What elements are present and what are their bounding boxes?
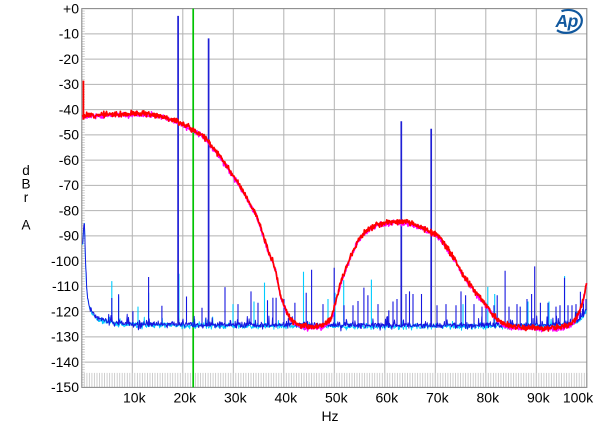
svg-text:-10: -10 [59,26,79,42]
svg-text:40k: 40k [275,390,299,406]
svg-text:70k: 70k [426,390,450,406]
svg-text:-150: -150 [51,379,79,395]
svg-text:-90: -90 [59,228,79,244]
svg-text:+0: +0 [63,0,79,16]
svg-text:-60: -60 [59,152,79,168]
svg-text:B: B [21,177,30,192]
svg-text:Hz: Hz [321,408,338,424]
svg-text:-40: -40 [59,101,79,117]
svg-text:-100: -100 [51,253,79,269]
svg-text:20k: 20k [174,390,198,406]
svg-text:-50: -50 [59,127,79,143]
svg-text:30k: 30k [224,390,248,406]
svg-text:-120: -120 [51,303,79,319]
svg-text:Ap: Ap [555,11,579,31]
svg-text:-70: -70 [59,177,79,193]
svg-text:-20: -20 [59,51,79,67]
svg-text:90k: 90k [527,390,551,406]
svg-text:60k: 60k [376,390,400,406]
svg-text:50k: 50k [325,390,349,406]
svg-text:100k: 100k [563,390,594,406]
svg-text:r: r [24,190,29,205]
svg-text:-130: -130 [51,329,79,345]
svg-text:-110: -110 [52,278,79,294]
svg-text:A: A [21,218,30,233]
svg-text:-80: -80 [59,202,79,218]
svg-text:-30: -30 [59,76,79,92]
svg-text:80k: 80k [477,390,501,406]
svg-text:-140: -140 [51,354,79,370]
svg-text:d: d [22,163,30,178]
svg-text:10k: 10k [123,390,147,406]
